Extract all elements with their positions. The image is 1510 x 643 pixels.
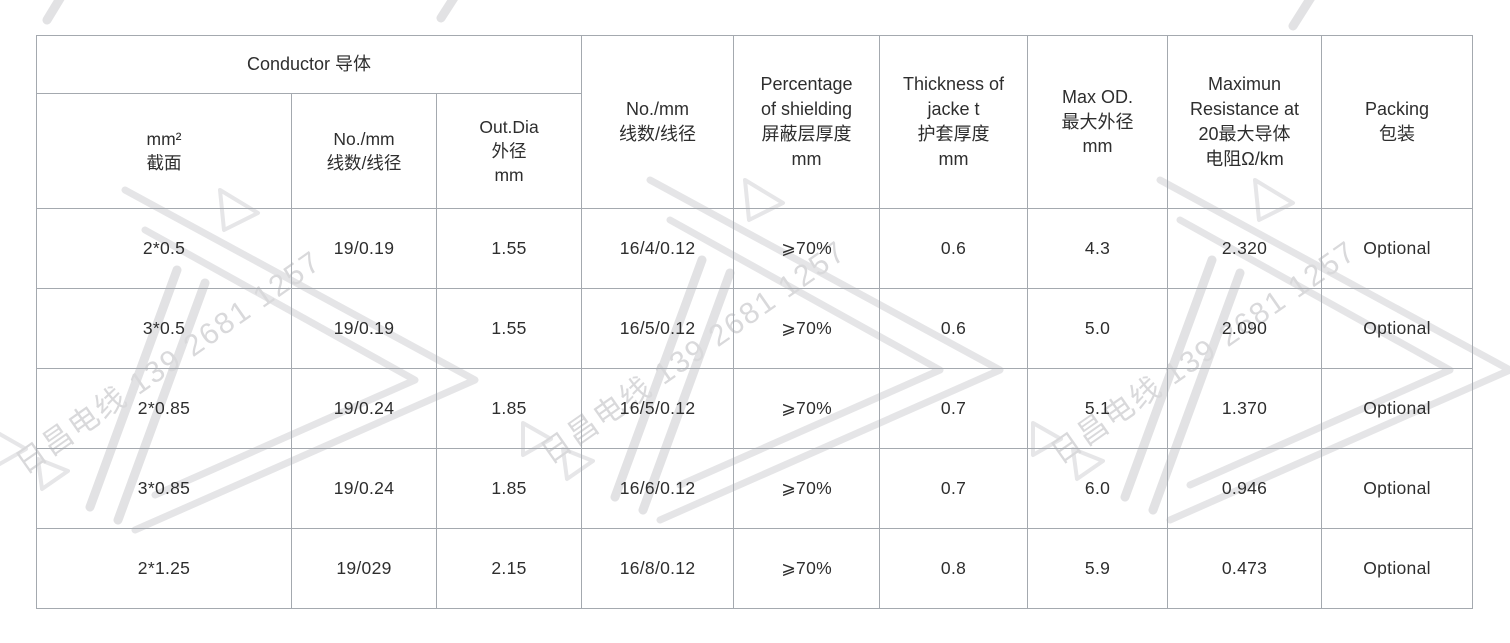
column-header-packing: Packing 包装 (1321, 35, 1474, 209)
spec-cell: Optional (1321, 528, 1474, 609)
column-header-max-od: Max OD. 最大外径 mm (1027, 35, 1169, 209)
spec-cell: 1.55 (435, 288, 583, 369)
spec-cell: 2.090 (1167, 288, 1323, 369)
spec-row: 2*0.85 19/0.24 1.85 16/5/0.12 ⩾70% 0.7 5… (36, 368, 1474, 449)
spec-cell: 19/029 (291, 528, 437, 609)
spec-cell: 0.6 (879, 208, 1029, 289)
spec-cell: 2*0.85 (36, 368, 292, 449)
spec-cell: ⩾70% (733, 288, 881, 369)
spec-cell: Optional (1321, 288, 1474, 369)
spec-cell: 0.8 (879, 528, 1029, 609)
column-header-section: mm² 截面 (36, 93, 292, 209)
spec-row: 3*0.5 19/0.19 1.55 16/5/0.12 ⩾70% 0.6 5.… (36, 288, 1474, 369)
spec-cell: 1.55 (435, 208, 583, 289)
spec-cell: 19/0.19 (291, 208, 437, 289)
spec-cell: 16/6/0.12 (581, 448, 735, 529)
spec-cell: 0.7 (879, 448, 1029, 529)
spec-cell: ⩾70% (733, 528, 881, 609)
spec-cell: 16/4/0.12 (581, 208, 735, 289)
spec-cell: 0.473 (1167, 528, 1323, 609)
spec-cell: 16/5/0.12 (581, 368, 735, 449)
spec-cell: 16/8/0.12 (581, 528, 735, 609)
spec-cell: 3*0.5 (36, 288, 292, 369)
spec-cell: 0.946 (1167, 448, 1323, 529)
spec-cell: 2*0.5 (36, 208, 292, 289)
spec-cell: 1.85 (435, 448, 583, 529)
spec-row: 2*0.5 19/0.19 1.55 16/4/0.12 ⩾70% 0.6 4.… (36, 208, 1474, 289)
spec-cell: ⩾70% (733, 448, 881, 529)
column-header-shield-percentage: Percentage of shielding 屏蔽层厚度 mm (733, 35, 881, 209)
cable-spec-table: Conductor 导体 No./mm 线数/线径 Percentage of … (35, 35, 1474, 609)
watermark-triangle-icon (0, 431, 28, 467)
spec-cell: 19/0.24 (291, 448, 437, 529)
spec-cell: 0.6 (879, 288, 1029, 369)
spec-cell: 2.15 (435, 528, 583, 609)
spec-cell: 1.370 (1167, 368, 1323, 449)
watermark-top-fragments (42, 0, 1315, 31)
spec-row: 3*0.85 19/0.24 1.85 16/6/0.12 ⩾70% 0.7 6… (36, 448, 1474, 529)
spec-cell: 5.0 (1027, 288, 1169, 369)
spec-cell: 4.3 (1027, 208, 1169, 289)
spec-cell: 5.1 (1027, 368, 1169, 449)
spec-cell: Optional (1321, 208, 1474, 289)
spec-cell: ⩾70% (733, 368, 881, 449)
spec-cell: 6.0 (1027, 448, 1169, 529)
spec-cell: 2*1.25 (36, 528, 292, 609)
spec-cell: Optional (1321, 448, 1474, 529)
spec-cell: 3*0.85 (36, 448, 292, 529)
column-header-jacket-thickness: Thickness of jacke t 护套厚度 mm (879, 35, 1029, 209)
spec-cell: 0.7 (879, 368, 1029, 449)
spec-cell: 16/5/0.12 (581, 288, 735, 369)
spec-cell: 5.9 (1027, 528, 1169, 609)
column-header-out-dia: Out.Dia 外径 mm (435, 93, 583, 209)
spec-row: 2*1.25 19/029 2.15 16/8/0.12 ⩾70% 0.8 5.… (36, 528, 1474, 609)
column-header-strands: No./mm 线数/线径 (291, 93, 437, 209)
spec-cell: 2.320 (1167, 208, 1323, 289)
spec-cell: 1.85 (435, 368, 583, 449)
spec-cell: 19/0.19 (291, 288, 437, 369)
spec-cell: Optional (1321, 368, 1474, 449)
spec-cell: 19/0.24 (291, 368, 437, 449)
conductor-group-header: Conductor 导体 (35, 35, 583, 94)
header-row-conductor: Conductor 导体 No./mm 线数/线径 Percentage of … (35, 35, 1474, 209)
spec-cell: ⩾70% (733, 208, 881, 289)
column-header-shield-strands: No./mm 线数/线径 (581, 35, 735, 209)
column-header-resistance: Maximun Resistance at 20最大导体 电阻Ω/km (1167, 35, 1323, 209)
